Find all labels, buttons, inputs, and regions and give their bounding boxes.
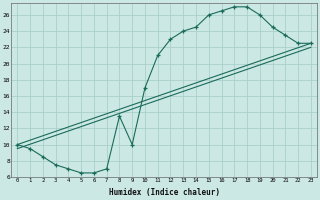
X-axis label: Humidex (Indice chaleur): Humidex (Indice chaleur) <box>108 188 220 197</box>
